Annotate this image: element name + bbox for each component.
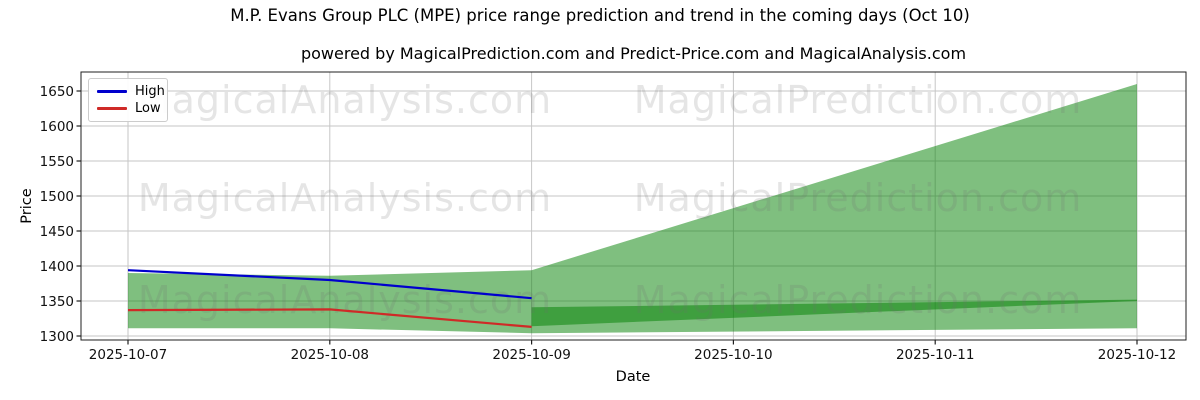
y-tick-label: 1600 [40, 119, 74, 135]
figure-subtitle: powered by MagicalPrediction.com and Pre… [300, 44, 967, 63]
low-line-swatch [97, 107, 127, 110]
legend-label-low: Low [135, 101, 161, 116]
x-tick-label: 2025-10-07 [89, 347, 167, 363]
y-tick-label: 1300 [40, 329, 74, 345]
y-tick-label: 1550 [40, 154, 74, 170]
x-tick-label: 2025-10-10 [694, 347, 772, 363]
y-axis-label: Price [19, 188, 35, 224]
low-line [127, 308, 532, 328]
x-tick-label: 2025-10-08 [291, 347, 369, 363]
y-tick-label: 1400 [40, 259, 74, 275]
figure-title: M.P. Evans Group PLC (MPE) price range p… [230, 6, 970, 25]
high-line-swatch [97, 90, 127, 93]
high-line [127, 269, 532, 300]
y-tick-label: 1350 [40, 294, 74, 310]
plot-border [80, 71, 1187, 341]
forecast-low-fan [531, 299, 1137, 334]
legend-item-low: Low [97, 101, 161, 116]
watermark-text: MagicalAnalysis.com [138, 78, 552, 122]
watermark-text: MagicalPrediction.com [634, 176, 1083, 220]
legend: High Low [88, 78, 168, 122]
y-tick-label: 1500 [40, 189, 74, 205]
legend-label-high: High [135, 84, 165, 99]
forecast-high-fan [531, 84, 1137, 327]
y-tick-label: 1650 [40, 84, 74, 100]
watermark-text: MagicalPrediction.com [634, 278, 1083, 322]
watermark-text: MagicalAnalysis.com [138, 278, 552, 322]
watermark-text: MagicalPrediction.com [634, 78, 1083, 122]
x-tick-label: 2025-10-11 [896, 347, 974, 363]
y-tick-label: 1450 [40, 224, 74, 240]
x-tick-label: 2025-10-09 [492, 347, 570, 363]
x-tick-label: 2025-10-12 [1098, 347, 1176, 363]
watermark-text: MagicalAnalysis.com [138, 176, 552, 220]
legend-item-high: High [97, 85, 165, 98]
x-axis-label: Date [615, 369, 651, 385]
